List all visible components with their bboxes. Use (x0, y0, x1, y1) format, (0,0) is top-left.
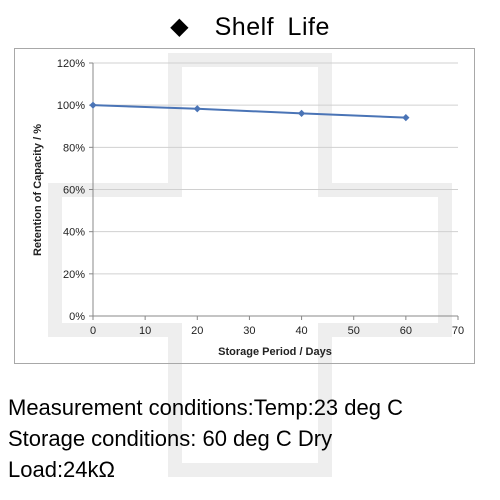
storage-conditions: Storage conditions: 60 deg C Dry (8, 426, 333, 451)
series-line (92, 104, 406, 119)
x-tick-label: 0 (90, 325, 96, 337)
x-tick-label: 70 (452, 325, 464, 337)
y-axis-label: Retention of Capacity / % (32, 124, 44, 256)
load-conditions: Load:24kΩ (8, 457, 115, 482)
x-tick-label: 10 (139, 325, 151, 337)
diamond-icon: ◆ (170, 13, 189, 40)
chart-title: Shelf Life (214, 12, 330, 41)
data-point-marker (402, 114, 410, 122)
data-point-marker (297, 109, 306, 117)
chart-frame (14, 48, 475, 364)
tick-labels: 0% 20% 40% 60% 80% 100% 120% 0 10 20 30 40 50 60 70 (57, 58, 464, 337)
x-tick-label: 40 (295, 325, 307, 337)
data-series (89, 101, 410, 122)
measurement-conditions: Measurement conditions:Temp:23 deg C (8, 395, 403, 420)
plot-axes (89, 62, 459, 320)
x-tick-label: 50 (348, 325, 360, 337)
y-tick-label: 60% (63, 185, 85, 197)
x-tick-label: 20 (191, 325, 203, 337)
y-tick-label: 0% (69, 311, 85, 323)
chart-title-row: ◆ Shelf Life (0, 10, 500, 44)
grid-lines (93, 62, 458, 275)
data-point-marker (89, 101, 97, 109)
y-tick-label: 120% (57, 58, 85, 70)
y-tick-label: 20% (63, 269, 85, 281)
y-tick-label: 40% (63, 227, 85, 239)
x-tick-label: 30 (243, 325, 255, 337)
x-axis-label: Storage Period / Days (218, 346, 332, 358)
y-tick-label: 100% (57, 100, 85, 112)
data-point-marker (193, 105, 201, 113)
shelf-life-chart: 0% 20% 40% 60% 80% 100% 120% 0 10 20 30 40 50 60 70 St… (32, 58, 464, 358)
y-tick-label: 80% (63, 142, 85, 154)
x-tick-label: 60 (400, 325, 412, 337)
